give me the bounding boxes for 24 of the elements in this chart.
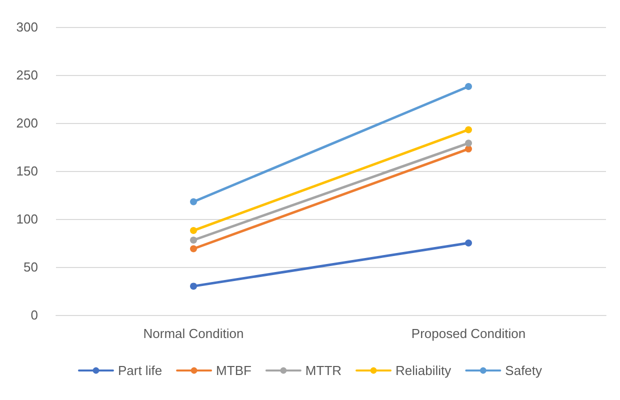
point bbox=[190, 282, 197, 290]
point bbox=[190, 227, 197, 234]
y-tick-label: 200 bbox=[16, 116, 38, 130]
x-tick-label: Normal Condition bbox=[143, 326, 244, 341]
y-tick-label: 100 bbox=[16, 212, 38, 226]
x-tick-label: Proposed Condition bbox=[411, 326, 526, 341]
y-tick-label: 150 bbox=[16, 164, 38, 178]
legend-label: Part life bbox=[118, 363, 162, 378]
point bbox=[465, 83, 472, 90]
point bbox=[190, 236, 197, 244]
y-tick-label: 300 bbox=[16, 20, 38, 34]
legend-label: MTTR bbox=[305, 363, 342, 378]
point bbox=[465, 240, 472, 246]
y-tick-label: 0 bbox=[30, 308, 38, 322]
point bbox=[465, 126, 472, 134]
point bbox=[465, 145, 472, 152]
y-tick-label: 250 bbox=[16, 68, 38, 82]
legend-label: Reliability bbox=[396, 363, 452, 378]
point bbox=[190, 245, 197, 252]
y-tick-label: 50 bbox=[24, 260, 38, 274]
point bbox=[190, 198, 197, 206]
legend-label: Safety bbox=[505, 363, 543, 378]
legend-label: MTBF bbox=[216, 363, 252, 378]
point bbox=[465, 140, 472, 147]
